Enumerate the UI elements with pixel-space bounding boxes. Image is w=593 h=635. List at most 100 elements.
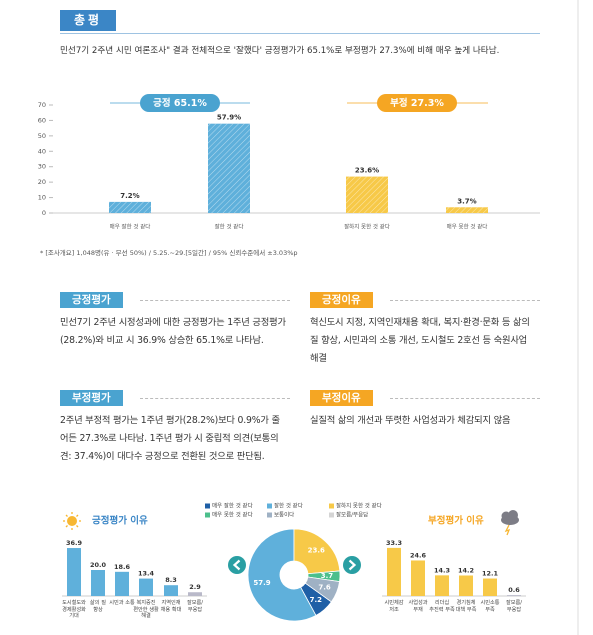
y-tick-label: 40 [38, 147, 46, 155]
bar [115, 571, 129, 596]
prev-button[interactable] [228, 556, 246, 574]
value-label: 23.6% [355, 167, 379, 175]
bar [91, 570, 105, 596]
bar-hatch [109, 201, 151, 213]
annotation-text: 긍정 65.1% [153, 97, 207, 109]
legend-label: 매우 못한 것 같다 [212, 511, 253, 519]
x-tick-label: 잘한 것 같다 [215, 223, 244, 231]
bar [164, 585, 178, 596]
legend-swatch [205, 512, 210, 518]
bar [507, 595, 521, 596]
value-label: 24.6 [410, 551, 427, 559]
section-tag: 부정평가 [60, 390, 123, 406]
annotation-pill [377, 94, 457, 112]
section-rule [390, 300, 540, 301]
value-label: 8.3 [165, 576, 177, 584]
value-label: 33.3 [386, 539, 402, 547]
bar-hatch [346, 176, 388, 213]
pie-slice [293, 528, 341, 575]
section-rule [140, 300, 290, 301]
value-label: 14.2 [458, 566, 474, 574]
section-text: 2주년 부정적 평가는 1주년 평가(28.2%)보다 0.9%가 줄어든 27… [60, 415, 280, 462]
pie-slice [247, 528, 317, 622]
x-tick-label: 사업성과 부재 [408, 600, 428, 613]
slice-label: 7.2 [310, 596, 323, 604]
chart-note: * [조사개요] 1,048명(유 · 무선 50%) / 5.25.~29.[… [40, 248, 298, 257]
section-tag: 긍정평가 [60, 292, 123, 308]
bar [139, 578, 153, 596]
value-label: 18.6 [114, 563, 131, 571]
value-label: 13.4 [138, 570, 155, 578]
value-label: 2.9 [189, 583, 201, 591]
x-tick-label: 삶의 질 향상 [90, 600, 106, 613]
bar-hatch [446, 207, 488, 213]
value-label: 12.1 [482, 570, 499, 578]
cloud-icon [501, 510, 519, 536]
x-tick-label: 지역인재 채용 확대 [160, 600, 182, 613]
bar [483, 578, 497, 596]
pie-slice [304, 576, 340, 603]
y-tick-label: 70 [38, 101, 46, 109]
section-tag: 부정이유 [310, 390, 373, 406]
next-button[interactable] [343, 556, 361, 574]
y-tick-label: 10 [38, 194, 46, 202]
x-tick-label: 시민소통 부족 [480, 600, 500, 613]
x-tick-label: 복지증진 편안한 생활 해결 [133, 600, 159, 619]
x-tick-label: 리더십 추진력 부족 [429, 600, 455, 613]
y-tick-label: 20 [38, 178, 46, 186]
legend-label: 잘하지 못한 것 같다 [336, 502, 382, 510]
summary: 민선7기 2주년 시민 여론조사" 결과 전체적으로 '잘했다' 긍정평가가 6… [60, 46, 500, 56]
bar [459, 575, 473, 596]
bar [67, 548, 81, 596]
slice-label: 23.6 [308, 547, 325, 555]
chart-title: 긍정평가 이유 [92, 515, 148, 527]
chart-title: 부정평가 이유 [428, 515, 484, 527]
y-tick-label: 60 [38, 116, 46, 124]
x-tick-label: 잘모름/무응답 [186, 600, 204, 613]
x-tick-label: 잘모름/무응답 [505, 600, 523, 613]
value-label: 0.6 [508, 586, 520, 594]
x-tick-label: 잘하지 못한 것 같다 [344, 223, 390, 231]
bar-hatch [208, 123, 250, 213]
header-rule [60, 33, 540, 34]
header-title: 총평 [60, 10, 116, 31]
section-text: 혁신도시 지정, 지역인재채용 확대, 복지·환경·문화 등 삶의 질 향상, … [310, 317, 530, 364]
annotation-pill [140, 94, 220, 112]
value-label: 36.9 [66, 539, 83, 547]
x-tick-label: 경기침체 대책 부족 [455, 600, 477, 613]
x-tick-label: 시민과 소통 [109, 600, 135, 606]
value-label: 20.0 [90, 561, 107, 569]
legend-label: 잘한 것 같다 [274, 502, 303, 510]
legend-swatch [329, 512, 334, 518]
value-label: 7.2% [120, 192, 139, 200]
y-tick-label: 30 [38, 163, 46, 171]
sun-icon [63, 512, 81, 530]
bar [435, 575, 449, 596]
section-rule [140, 398, 290, 399]
legend-label: 잘모름/무응답 [336, 511, 368, 519]
slice-label: 57.9 [253, 579, 270, 587]
slice-label: 7.6 [318, 583, 331, 591]
legend-swatch [329, 503, 334, 509]
slice-label: 3.7 [321, 572, 334, 580]
y-tick-label: 50 [38, 132, 46, 140]
bar [387, 547, 401, 596]
x-tick-label: 매우 잘한 것 같다 [110, 223, 151, 231]
legend-label: 매우 잘한 것 같다 [212, 502, 253, 510]
annotation-text: 부정 27.3% [390, 97, 444, 109]
section-text: 민선7기 2주년 시정성과에 대한 긍정평가는 1주년 긍정평가(28.2%)와… [60, 317, 286, 346]
legend-swatch [205, 503, 210, 509]
section-rule [390, 398, 540, 399]
bar [188, 592, 202, 596]
bar [411, 560, 425, 596]
legend-swatch [267, 512, 272, 518]
legend-swatch [267, 503, 272, 509]
x-tick-label: 도시철도와 경제활성화 기대 [62, 600, 86, 619]
x-tick-label: 시민체감 저조 [384, 600, 404, 613]
value-label: 57.9% [217, 114, 241, 122]
section-text: 실질적 삶의 개선과 뚜렷한 사업성과가 체감되지 않음 [310, 415, 511, 426]
legend-label: 보통이다 [274, 511, 294, 519]
y-tick-label: 0 [42, 209, 46, 217]
